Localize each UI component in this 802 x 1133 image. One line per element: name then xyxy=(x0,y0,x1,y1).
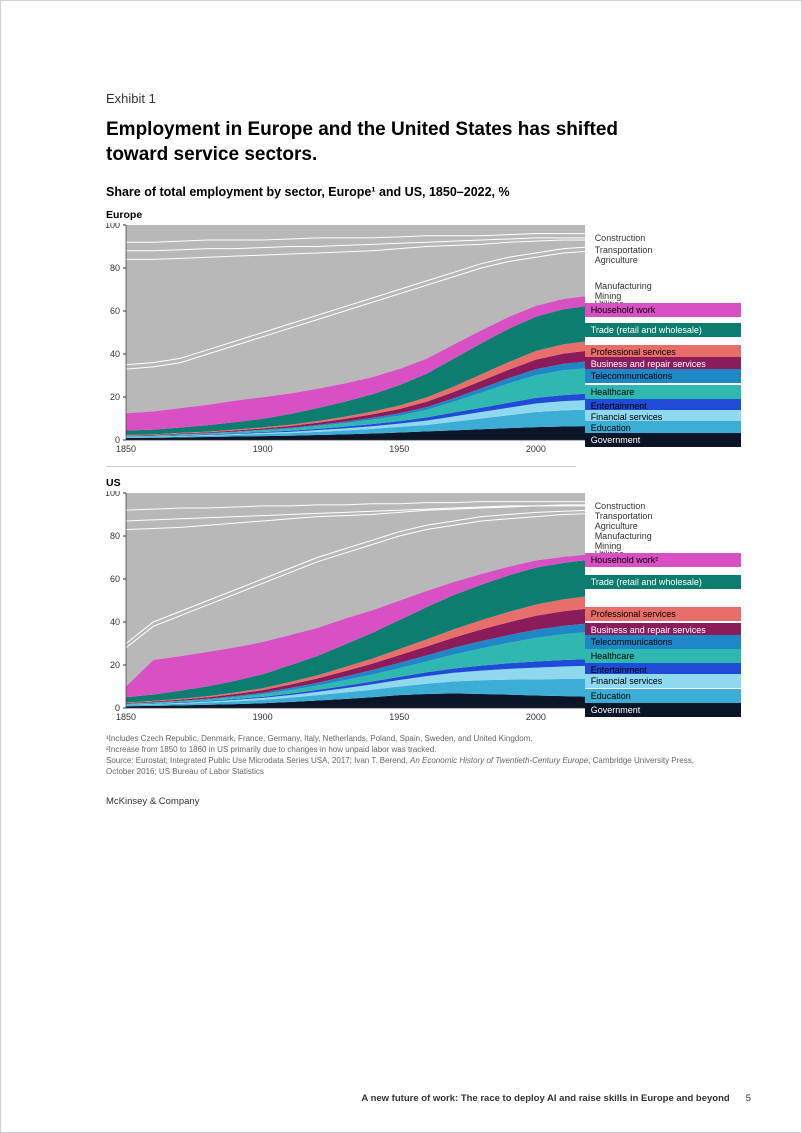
svg-text:40: 40 xyxy=(110,617,120,627)
legend-telecom: Telecommunications xyxy=(585,635,741,649)
exhibit-label: Exhibit 1 xyxy=(106,91,741,106)
svg-text:80: 80 xyxy=(110,263,120,273)
svg-text:1850: 1850 xyxy=(116,712,136,722)
legend-education: Education xyxy=(585,689,741,703)
brand: McKinsey & Company xyxy=(106,796,741,807)
svg-text:1900: 1900 xyxy=(253,712,273,722)
area-chart: 02040608010018501900195020002022 xyxy=(106,223,585,456)
legend-government: Government xyxy=(585,433,741,447)
svg-text:2000: 2000 xyxy=(526,712,546,722)
footer-title: A new future of work: The race to deploy… xyxy=(361,1093,729,1104)
legend-agriculture: Agriculture xyxy=(589,253,644,267)
legend-household: Household work² xyxy=(585,553,741,567)
svg-text:1850: 1850 xyxy=(116,444,136,454)
svg-text:1950: 1950 xyxy=(389,444,409,454)
chart-region-label: Europe xyxy=(106,209,741,221)
svg-text:60: 60 xyxy=(110,574,120,584)
subtitle: Share of total employment by sector, Eur… xyxy=(106,185,741,199)
legend-government: Government xyxy=(585,703,741,717)
chart-region-label: US xyxy=(106,477,741,489)
svg-text:1900: 1900 xyxy=(253,444,273,454)
svg-text:20: 20 xyxy=(110,392,120,402)
svg-text:60: 60 xyxy=(110,306,120,316)
legend-healthcare: Healthcare xyxy=(585,649,741,663)
legend-trade: Trade (retail and wholesale) xyxy=(585,575,741,589)
footnotes: ¹Includes Czech Republic, Denmark, Franc… xyxy=(106,734,706,777)
legend-financial: Financial services xyxy=(585,674,741,688)
svg-text:100: 100 xyxy=(106,223,120,230)
svg-text:20: 20 xyxy=(110,660,120,670)
svg-text:2000: 2000 xyxy=(526,444,546,454)
page-number: 5 xyxy=(746,1093,751,1104)
legend-household: Household work xyxy=(585,303,741,317)
svg-text:100: 100 xyxy=(106,491,120,498)
legend-professional: Professional services xyxy=(585,607,741,621)
svg-text:80: 80 xyxy=(110,531,120,541)
svg-text:40: 40 xyxy=(110,349,120,359)
legend-trade: Trade (retail and wholesale) xyxy=(585,323,741,337)
page-title: Employment in Europe and the United Stat… xyxy=(106,118,646,167)
svg-text:1950: 1950 xyxy=(389,712,409,722)
legend-telecom: Telecommunications xyxy=(585,369,741,383)
legend-healthcare: Healthcare xyxy=(585,385,741,399)
area-chart: 02040608010018501900195020002022 xyxy=(106,491,585,724)
